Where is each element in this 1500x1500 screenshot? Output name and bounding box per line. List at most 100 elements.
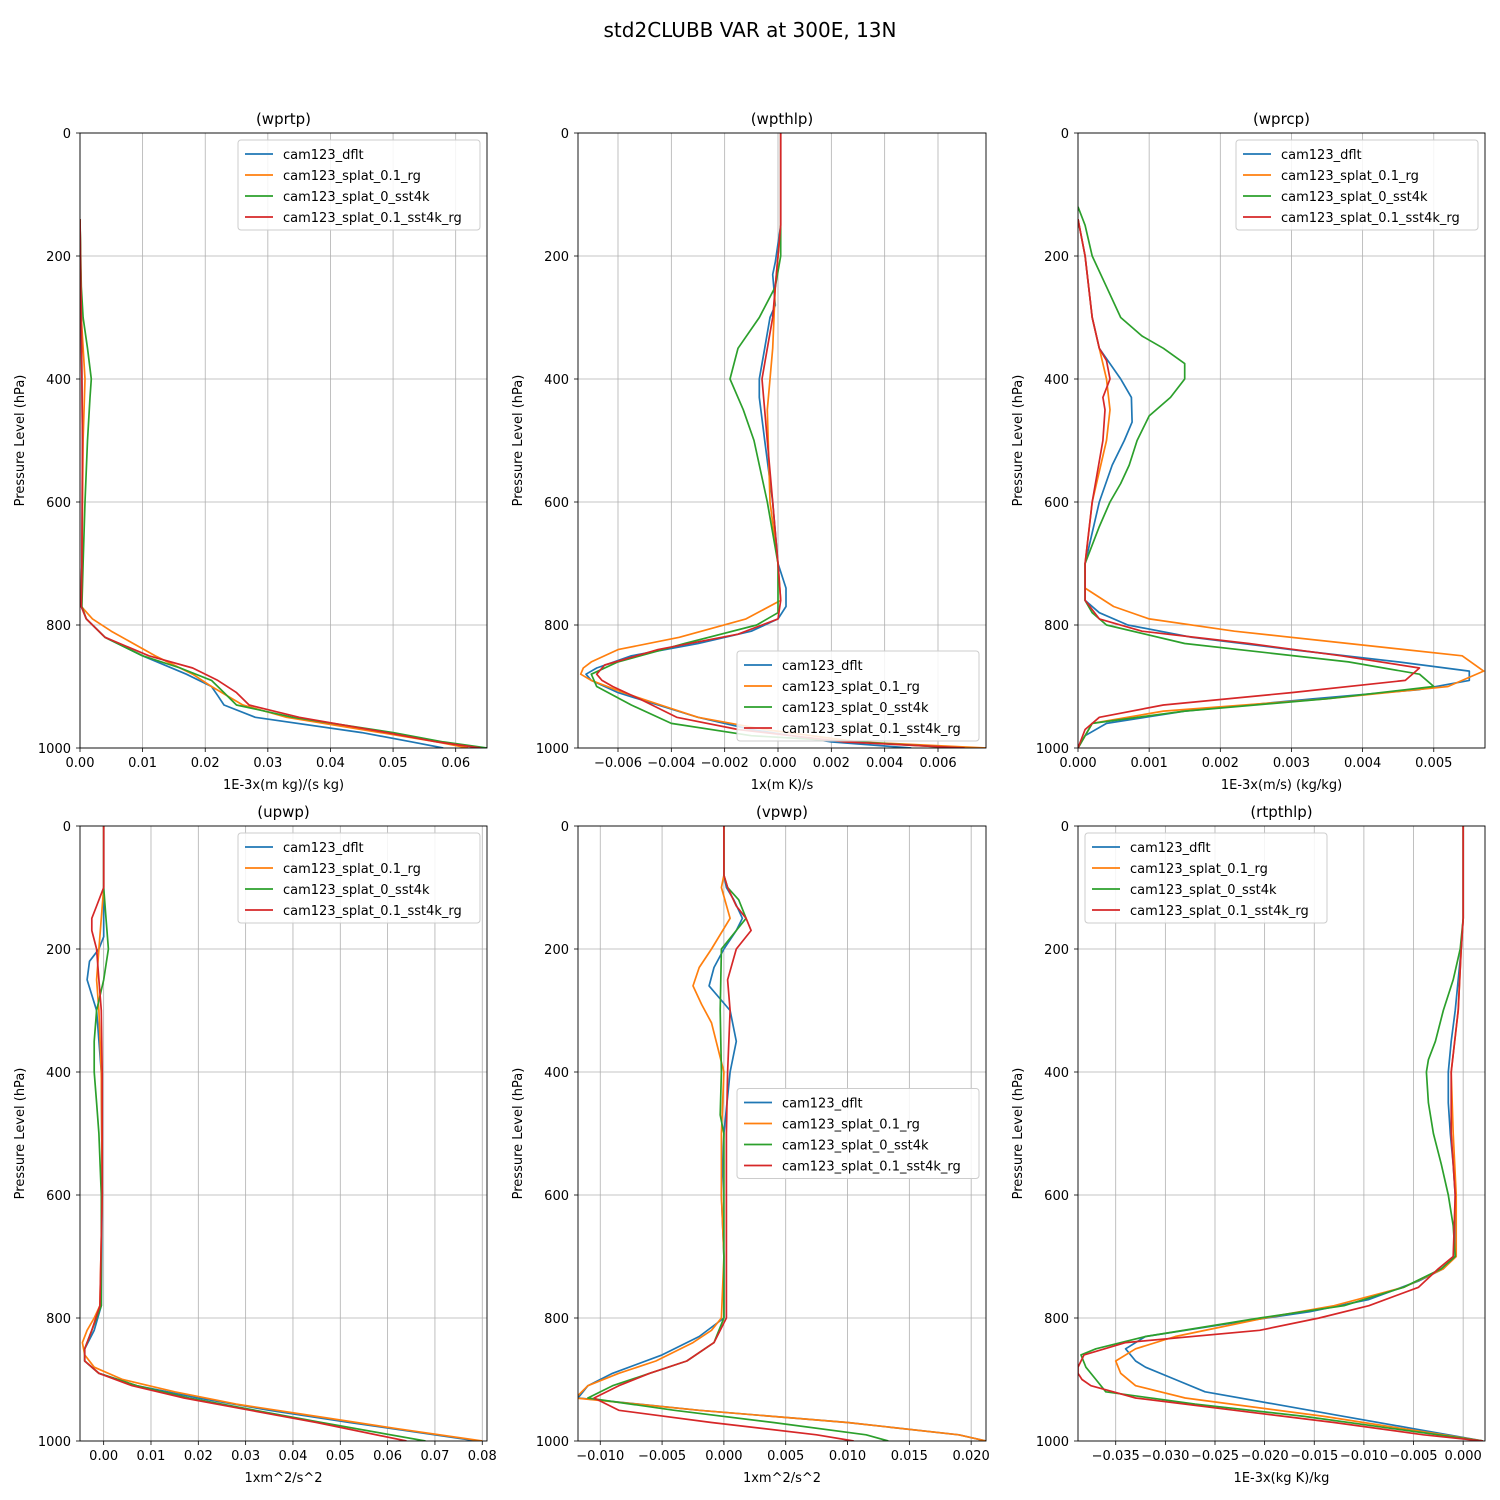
series-line-cam123_splat_0.1_sst4k_rg xyxy=(83,826,407,1441)
subplot-title: (vpwp) xyxy=(756,803,808,821)
subplot-title: (wprcp) xyxy=(1253,110,1310,128)
legend: cam123_dflt cam123_splat_0.1_rg cam123_spl… xyxy=(237,832,481,924)
y-tick-label: 600 xyxy=(544,496,569,511)
legend-box xyxy=(736,1088,980,1179)
y-axis-label: Pressure Level (hPa) xyxy=(511,375,526,507)
y-tick-label: 400 xyxy=(46,373,71,388)
y-tick-label: 0 xyxy=(561,127,569,142)
y-tick-label: 0 xyxy=(1061,127,1069,142)
legend-label: cam123_dflt xyxy=(1130,841,1211,856)
x-tick-label: −0.015 xyxy=(1290,1449,1338,1464)
subplot-title: (wpthlp) xyxy=(751,110,814,128)
legend-label: cam123_splat_0.1_rg xyxy=(283,862,421,877)
x-tick-label: 0.004 xyxy=(866,756,903,771)
x-tick-label: −0.035 xyxy=(1092,1449,1140,1464)
plot-area xyxy=(80,826,487,1441)
legend-label: cam123_splat_0.1_sst4k_rg xyxy=(782,1160,961,1175)
y-tick-label: 600 xyxy=(1044,1189,1069,1204)
x-tick-label: 0.000 xyxy=(1059,756,1096,771)
y-tick-label: 600 xyxy=(46,1189,71,1204)
x-tick-label: −0.030 xyxy=(1141,1449,1189,1464)
x-tick-label: 0.003 xyxy=(1273,756,1310,771)
series-group xyxy=(80,219,487,748)
y-tick-label: 400 xyxy=(46,1066,71,1081)
subplot-title: (wprtp) xyxy=(256,110,311,128)
x-tick-label: 0.01 xyxy=(128,756,157,771)
series-line-cam123_splat_0.1_rg xyxy=(80,219,469,748)
x-tick-label: 0.03 xyxy=(253,756,282,771)
x-tick-label: −0.002 xyxy=(701,756,749,771)
legend-label: cam123_splat_0.1_rg xyxy=(1130,862,1268,877)
y-axis-label: Pressure Level (hPa) xyxy=(1011,1068,1026,1200)
x-axis-label: 1xm^2/s^2 xyxy=(244,1471,322,1486)
legend-label: cam123_splat_0_sst4k xyxy=(1281,190,1428,205)
legend-label: cam123_dflt xyxy=(782,659,863,674)
x-tick-label: 0.08 xyxy=(468,1449,497,1464)
series-line-cam123_splat_0.1_sst4k_rg xyxy=(80,219,481,748)
legend-box xyxy=(1084,832,1328,924)
x-tick-label: 0.07 xyxy=(420,1449,449,1464)
y-tick-label: 600 xyxy=(544,1189,569,1204)
y-tick-label: 200 xyxy=(46,943,71,958)
legend-label: cam123_splat_0.1_rg xyxy=(782,1118,920,1133)
series-group xyxy=(81,826,483,1441)
series-line-cam123_dflt xyxy=(1078,218,1471,748)
legend-label: cam123_dflt xyxy=(782,1097,863,1112)
y-axis-label: Pressure Level (hPa) xyxy=(13,1068,28,1200)
y-tick-label: 1000 xyxy=(1036,742,1069,757)
y-tick-label: 0 xyxy=(63,820,71,835)
plot-area xyxy=(1078,133,1485,748)
legend-label: cam123_splat_0_sst4k xyxy=(1130,883,1277,898)
series-line-cam123_splat_0.1_rg xyxy=(578,826,986,1441)
legend-label: cam123_splat_0.1_sst4k_rg xyxy=(283,904,462,919)
y-tick-label: 600 xyxy=(46,496,71,511)
y-axis-label: Pressure Level (hPa) xyxy=(511,1068,526,1200)
axes-frame xyxy=(1077,825,1486,1442)
x-tick-label: 0.05 xyxy=(379,756,408,771)
legend-label: cam123_splat_0_sst4k xyxy=(283,190,430,205)
x-tick-label: 0.00 xyxy=(89,1449,118,1464)
subplot-1: 0.00 0.01 0.02 0.03 0.04 0.05 0.06 0 200 400 600 80… xyxy=(13,110,488,793)
legend-label: cam123_splat_0.1_rg xyxy=(782,680,920,695)
axes-frame xyxy=(79,825,488,1442)
x-tick-label: 0.004 xyxy=(1344,756,1381,771)
axes-frame xyxy=(79,132,488,749)
series-line-cam123_splat_0.1_sst4k_rg xyxy=(1078,218,1421,748)
subplot-title: (upwp) xyxy=(257,803,310,821)
legend-label: cam123_splat_0.1_sst4k_rg xyxy=(782,722,961,737)
x-tick-label: −0.006 xyxy=(594,756,642,771)
y-tick-label: 0 xyxy=(561,820,569,835)
series-line-cam123_splat_0.1_rg xyxy=(579,133,986,748)
series-line-cam123_splat_0.1_sst4k_rg xyxy=(593,826,854,1441)
x-tick-label: 0.020 xyxy=(953,1449,990,1464)
legend: cam123_dflt cam123_splat_0.1_rg cam123_spl… xyxy=(736,1088,980,1179)
x-tick-label: −0.010 xyxy=(576,1449,624,1464)
series-line-cam123_splat_0_sst4k xyxy=(1080,826,1484,1441)
x-tick-label: 0.005 xyxy=(767,1449,804,1464)
legend-label: cam123_splat_0.1_sst4k_rg xyxy=(1130,904,1309,919)
legend-label: cam123_dflt xyxy=(283,841,364,856)
x-tick-label: 0.04 xyxy=(316,756,345,771)
series-line-cam123_splat_0.1_sst4k_rg xyxy=(595,133,965,748)
series-group xyxy=(1078,206,1485,748)
x-tick-label: 0.02 xyxy=(184,1449,213,1464)
series-line-cam123_splat_0.1_sst4k_rg xyxy=(1078,826,1484,1441)
x-tick-label: 0.000 xyxy=(759,756,796,771)
x-tick-label: 0.05 xyxy=(326,1449,355,1464)
series-line-cam123_splat_0.1_rg xyxy=(1078,218,1485,748)
plot-area xyxy=(578,133,986,748)
y-tick-label: 600 xyxy=(1044,496,1069,511)
y-tick-label: 200 xyxy=(544,250,569,265)
x-tick-label: 0.002 xyxy=(813,756,850,771)
subplot-title: (rtpthlp) xyxy=(1250,803,1312,821)
x-tick-label: 0.06 xyxy=(441,756,470,771)
legend: cam123_dflt cam123_splat_0.1_rg cam123_spl… xyxy=(1235,139,1479,231)
plot-area xyxy=(80,133,487,748)
legend-label: cam123_splat_0.1_rg xyxy=(1281,169,1419,184)
axes-frame xyxy=(577,825,987,1442)
x-axis-label: 1E-3x(m/s) (kg/kg) xyxy=(1221,778,1342,793)
series-group xyxy=(579,133,986,748)
y-tick-label: 1000 xyxy=(38,1435,71,1450)
y-tick-label: 800 xyxy=(46,1312,71,1327)
